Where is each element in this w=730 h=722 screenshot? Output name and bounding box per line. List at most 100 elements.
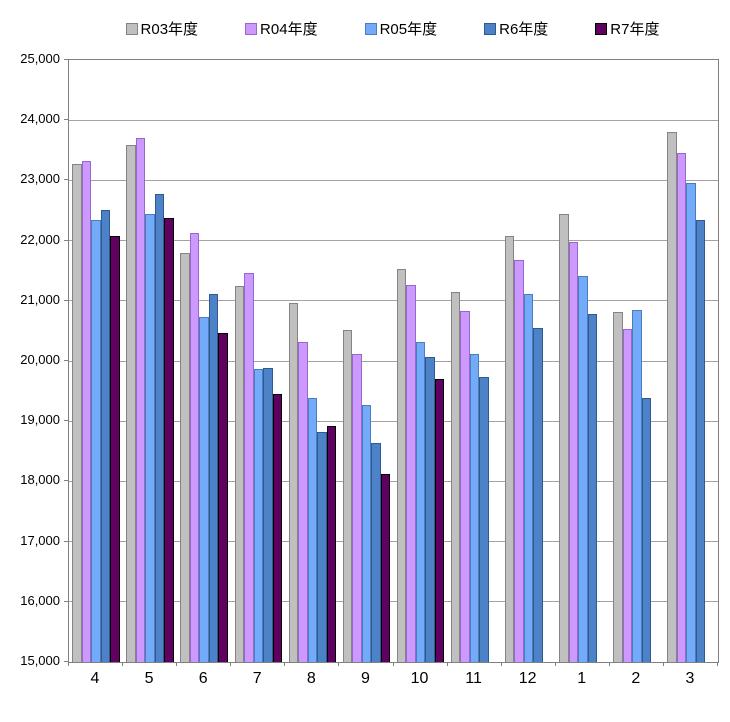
bar-R03年度-1	[559, 213, 569, 662]
bar-R7年度-9	[380, 474, 391, 662]
gridline	[69, 300, 718, 302]
bar-R05年度-8	[307, 397, 318, 662]
bar-R6年度-2	[641, 397, 652, 662]
y-axis-tick	[64, 239, 68, 241]
bar-R04年度-8	[298, 341, 308, 662]
y-axis-tick	[64, 661, 68, 662]
y-axis-tick	[64, 540, 68, 542]
bar-R7年度-10	[434, 379, 445, 662]
x-axis-tick	[446, 662, 448, 666]
bar-R04年度-6	[189, 232, 200, 662]
bar-R03年度-8	[288, 303, 299, 662]
bar-R7年度-8	[326, 426, 337, 662]
bar-R04年度-4	[81, 161, 92, 662]
gridline	[69, 420, 718, 422]
bar-R03年度-9	[342, 329, 353, 662]
bar-R7年度-6	[218, 332, 228, 662]
bar-R7年度-7	[272, 394, 283, 662]
bar-R04年度-10	[406, 284, 416, 662]
x-axis-label: 4	[90, 670, 100, 687]
x-axis-label: 12	[518, 670, 537, 687]
legend-item-R7年度: R7年度	[595, 22, 659, 37]
bar-R04年度-11	[460, 311, 470, 662]
bar-R03年度-2	[613, 311, 623, 662]
x-axis-tick	[338, 662, 340, 666]
x-axis-tick	[176, 662, 178, 666]
bar-R05年度-1	[578, 275, 588, 662]
x-axis-tick	[230, 662, 232, 666]
gridline	[69, 601, 718, 603]
bar-R6年度-4	[100, 209, 111, 662]
x-axis-tick	[392, 662, 394, 666]
y-axis-label: 25,000	[20, 51, 60, 66]
bar-R6年度-5	[154, 193, 165, 662]
bar-R04年度-2	[622, 328, 633, 662]
bar-R6年度-8	[317, 432, 327, 662]
bar-R04年度-7	[244, 273, 254, 662]
gridline	[69, 541, 718, 543]
x-axis-label: 3	[685, 670, 695, 687]
bar-R05年度-6	[199, 317, 209, 662]
x-axis-tick	[662, 662, 664, 666]
gridline	[69, 179, 718, 181]
legend-swatch	[245, 23, 258, 35]
chart-legend: R03年度 R04年度 R05年度 R6年度 R7年度	[68, 18, 717, 40]
bar-R6年度-9	[371, 443, 381, 662]
x-axis-label: 5	[144, 670, 154, 687]
x-axis-label: 7	[252, 670, 262, 687]
legend-label: R03年度	[140, 20, 199, 38]
bar-R05年度-3	[686, 182, 696, 662]
y-axis-tick	[64, 420, 68, 422]
bar-R05年度-10	[415, 341, 426, 662]
legend-item-R03年度: R03年度	[125, 20, 199, 38]
legend-item-R04年度: R04年度	[245, 22, 318, 37]
bar-R05年度-4	[91, 219, 101, 662]
bar-R05年度-9	[361, 404, 372, 662]
bar-R05年度-5	[145, 214, 155, 662]
legend-label: R7年度	[610, 20, 660, 38]
bar-R04年度-3	[676, 153, 687, 662]
x-axis-tick	[608, 662, 610, 666]
bar-R04年度-1	[568, 241, 579, 662]
x-axis-label: 9	[360, 670, 370, 687]
gridline	[69, 360, 718, 362]
y-axis-label: 16,000	[20, 592, 60, 608]
x-axis-tick	[500, 662, 502, 666]
legend-label: R05年度	[379, 20, 438, 38]
x-axis-tick	[68, 662, 69, 666]
legend-label: R04年度	[260, 20, 318, 38]
x-axis-tick	[717, 662, 718, 666]
gridline	[69, 119, 718, 121]
gridline	[69, 480, 718, 482]
legend-label: R6年度	[499, 20, 549, 38]
y-axis-tick	[64, 600, 68, 602]
y-axis-label: 20,000	[20, 352, 60, 367]
bar-R6年度-1	[587, 314, 598, 662]
bar-R6年度-7	[263, 368, 273, 662]
x-axis-label: 1	[577, 670, 587, 687]
y-axis-tick	[64, 360, 68, 361]
y-axis-tick	[64, 59, 68, 60]
bar-R7年度-4	[110, 235, 120, 662]
x-axis-label: 2	[631, 670, 641, 687]
y-axis-tick	[64, 179, 68, 181]
legend-swatch	[595, 23, 608, 35]
bar-R03年度-3	[667, 132, 677, 662]
legend-swatch	[125, 23, 138, 35]
y-axis-label: 19,000	[20, 412, 60, 428]
bar-R7年度-5	[164, 217, 174, 662]
bar-R6年度-12	[533, 327, 543, 662]
legend-item-R05年度: R05年度	[364, 20, 438, 38]
y-axis-label: 15,000	[20, 653, 60, 668]
bar-R6年度-11	[479, 377, 489, 662]
y-axis-tick	[64, 299, 68, 301]
x-axis-label: 8	[306, 670, 316, 687]
bar-R04年度-5	[135, 137, 146, 662]
legend-swatch	[364, 23, 377, 35]
gridline	[69, 240, 718, 242]
y-axis-tick	[64, 119, 68, 121]
y-axis-tick	[64, 480, 68, 482]
y-axis-label: 23,000	[20, 171, 60, 187]
bar-R03年度-6	[180, 253, 190, 662]
